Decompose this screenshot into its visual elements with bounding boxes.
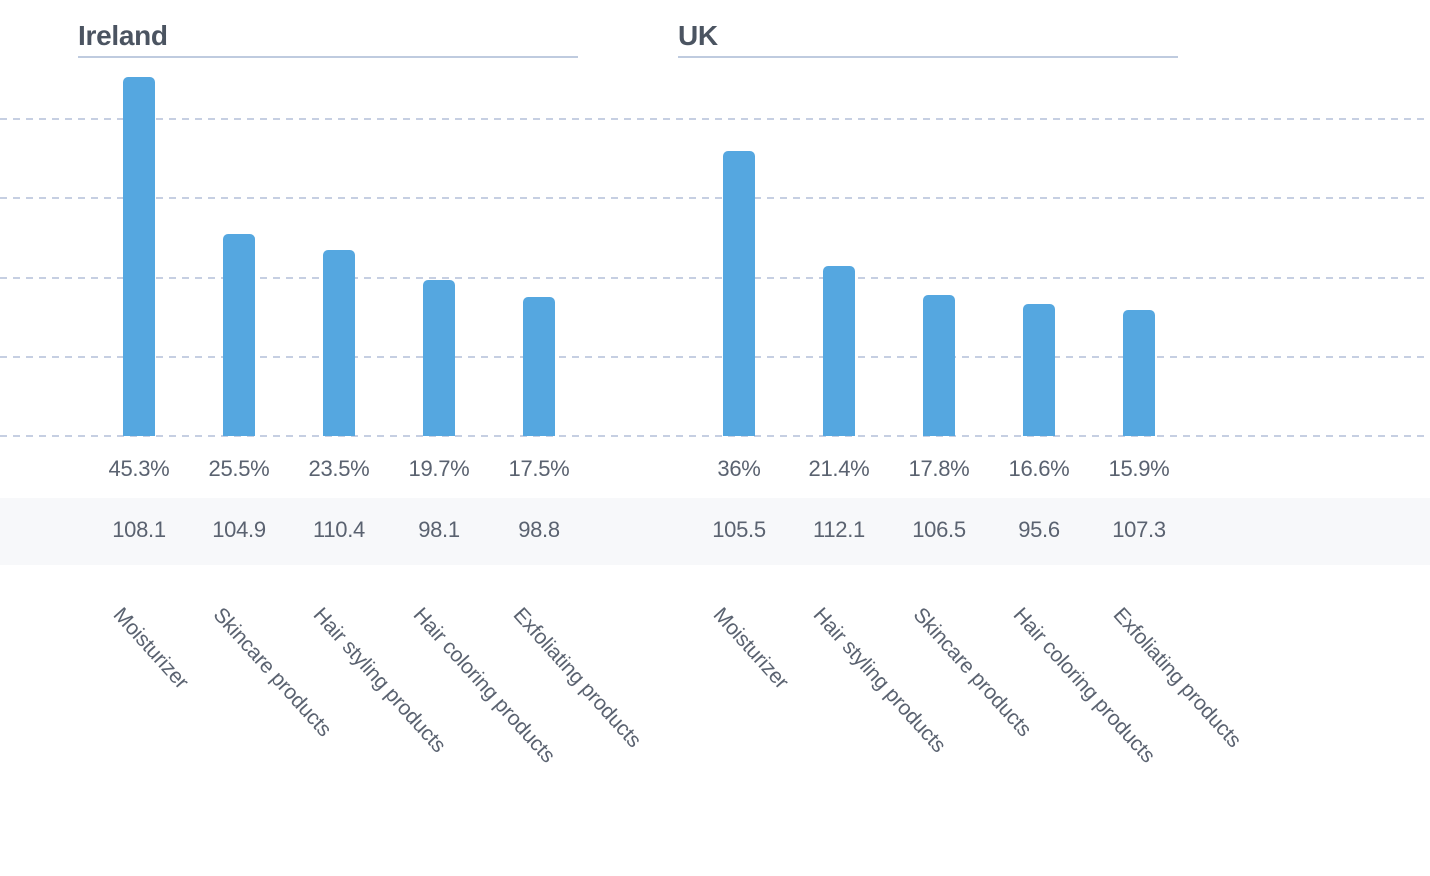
chart-title-ireland: Ireland	[78, 20, 168, 51]
gridline-40	[0, 118, 1430, 120]
bar-uk-5	[1123, 310, 1155, 436]
bar-value-label: 23.5%	[308, 456, 370, 481]
bar-ireland-2	[223, 234, 255, 436]
gridline-0	[0, 435, 1430, 437]
bar-ireland-1	[123, 77, 155, 436]
bar-ireland-3	[323, 250, 355, 436]
bar-ireland-4	[423, 280, 455, 436]
bar-ireland-5	[523, 297, 555, 436]
bar-value-label: 21.4%	[808, 456, 870, 481]
bar-value-label: 17.8%	[908, 456, 970, 481]
gridline-20	[0, 276, 1430, 279]
bar-uk-4	[1023, 304, 1055, 436]
index-value: 98.1	[418, 517, 460, 542]
bar-value-label: 15.9%	[1108, 456, 1170, 481]
gridline-10	[0, 355, 1430, 358]
bar-uk-1	[723, 151, 755, 436]
index-value: 112.1	[813, 517, 865, 542]
index-value: 110.4	[313, 517, 365, 542]
chart-title-underline-uk	[678, 56, 1178, 58]
index-value: 98.8	[518, 517, 560, 542]
index-value: 108.1	[112, 517, 166, 542]
bar-uk-3	[923, 295, 955, 436]
bar-value-label: 17.5%	[508, 456, 570, 481]
index-value: 104.9	[212, 517, 266, 542]
index-value: 95.6	[1018, 517, 1060, 542]
index-value: 106.5	[912, 517, 966, 542]
index-row-band	[0, 498, 1430, 565]
index-value: 107.3	[1112, 517, 1166, 542]
bar-value-label: 25.5%	[208, 456, 270, 481]
bar-value-label: 45.3%	[108, 456, 170, 481]
gridline-30	[0, 197, 1430, 200]
bar-value-label: 36%	[717, 456, 761, 481]
index-value: 105.5	[712, 517, 766, 542]
chart-title-uk: UK	[678, 20, 718, 51]
bar-value-label: 16.6%	[1008, 456, 1070, 481]
bar-value-label: 19.7%	[408, 456, 470, 481]
category-label: Moisturizer	[708, 603, 793, 694]
bar-uk-2	[823, 266, 855, 436]
chart-title-underline-ireland	[78, 56, 578, 58]
category-label: Moisturizer	[108, 603, 193, 694]
